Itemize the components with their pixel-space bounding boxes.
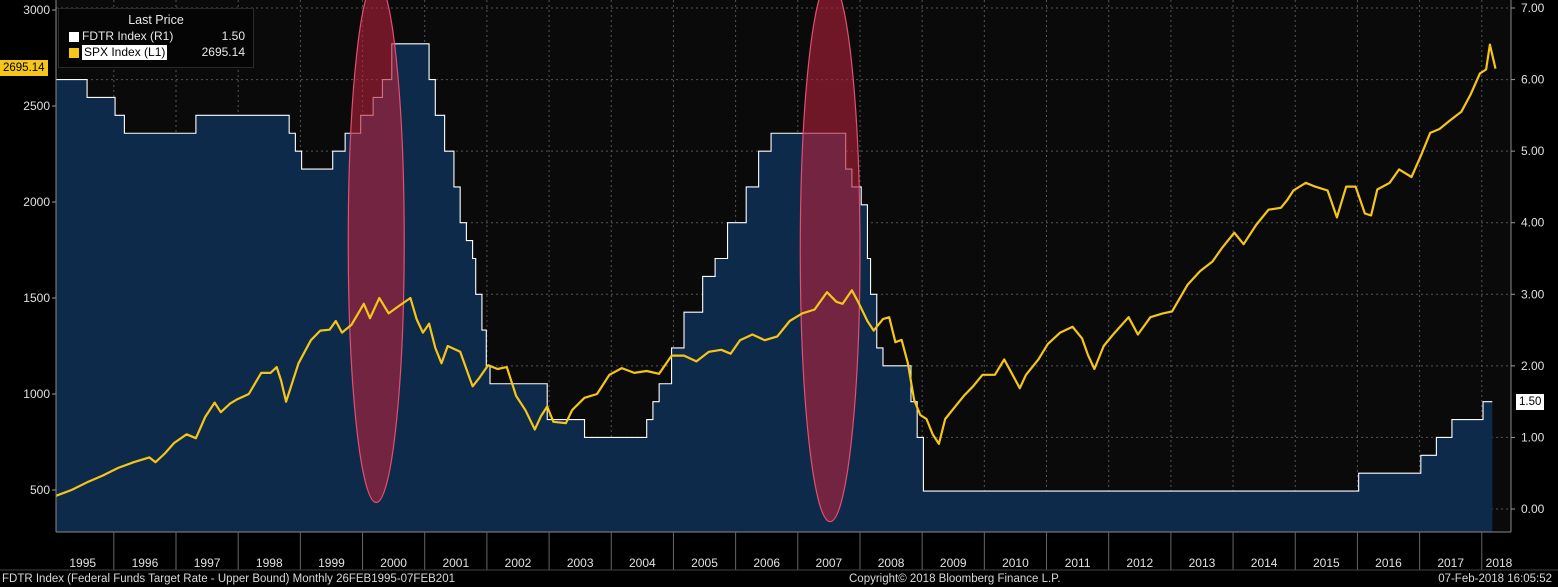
right-tick-label: 5.00	[1521, 144, 1545, 158]
x-tick-label: 2017	[1437, 556, 1464, 570]
spx-series-line	[55, 43, 1497, 497]
legend-value-fdtr: 1.50	[221, 29, 245, 43]
x-tick-label: 2001	[442, 556, 469, 570]
right-tick-label: 3.00	[1521, 287, 1545, 301]
legend-value-spx: 2695.14	[201, 45, 245, 59]
right-tick-label: 7.00	[1521, 1, 1545, 15]
recession-highlights	[347, 0, 861, 523]
x-tick-label: 2009	[940, 556, 967, 570]
legend-swatch-spx	[69, 47, 79, 58]
right-tick-label: 4.00	[1521, 216, 1545, 230]
x-tick-label: 2003	[567, 556, 594, 570]
footer-copyright: Copyright© 2018 Bloomberg Finance L.P.	[849, 573, 1061, 585]
fdtr-last-value-badge: 1.50	[1516, 394, 1545, 410]
fdtr-area	[56, 43, 1493, 533]
legend-swatch-fdtr	[69, 31, 79, 42]
x-tick-label: 2000	[380, 556, 407, 570]
axes: 3000 2500 2000 1500 1000 500 7.00 6.00 5.00 4.00 3…	[0, 0, 1558, 571]
fdtr-step-line	[56, 43, 1493, 492]
x-tick-label: 2006	[753, 556, 780, 570]
spx-last-value-badge: 2695.14	[0, 60, 48, 76]
left-tick-label: 500	[30, 483, 50, 497]
x-tick-label: 1996	[132, 556, 159, 570]
x-tick-label: 2018	[1486, 556, 1513, 570]
right-tick-label: 6.00	[1521, 73, 1545, 87]
highlight-ellipse-2	[799, 0, 861, 523]
x-tick-label: 2011	[1065, 556, 1091, 570]
right-tick-label: 2.00	[1521, 359, 1545, 373]
legend-name-spx: SPX Index (L1)	[82, 45, 168, 60]
legend-name-fdtr: FDTR Index (R1)	[82, 29, 174, 43]
left-tick-label: 2500	[23, 99, 50, 113]
legend-item-spx[interactable]: SPX Index (L1) 2695.14	[69, 45, 245, 60]
x-tick-label: 2015	[1313, 556, 1340, 570]
left-tick-label: 1000	[23, 387, 50, 401]
left-tick-label: 3000	[23, 3, 50, 17]
x-tick-label: 1997	[194, 556, 221, 570]
footer-timestamp: 07-Feb-2018 16:05:52	[1438, 573, 1552, 585]
highlight-ellipse-1	[347, 0, 405, 504]
x-tick-label: 2004	[629, 556, 656, 570]
x-tick-label: 2013	[1189, 556, 1216, 570]
x-tick-label: 2008	[878, 556, 905, 570]
right-tick-label: 1.00	[1521, 430, 1545, 444]
x-tick-label: 2016	[1375, 556, 1402, 570]
x-tick-label: 2005	[691, 556, 718, 570]
x-tick-label: 2002	[505, 556, 532, 570]
x-tick-label: 1998	[256, 556, 283, 570]
legend: Last Price FDTR Index (R1) 1.50 SPX Inde…	[58, 8, 254, 68]
left-tick-label: 1500	[23, 291, 50, 305]
footer-series-description: FDTR Index (Federal Funds Target Rate - …	[2, 573, 455, 585]
fdtr-area-fill	[56, 43, 1493, 533]
x-tick-label: 2007	[816, 556, 843, 570]
spx-line	[55, 43, 1497, 497]
x-tick-label: 2014	[1251, 556, 1278, 570]
x-tick-label: 1995	[69, 556, 96, 570]
legend-header: Last Price	[128, 13, 184, 27]
x-tick-label: 2010	[1002, 556, 1029, 570]
legend-item-fdtr[interactable]: FDTR Index (R1) 1.50	[69, 29, 245, 44]
x-tick-label: 2012	[1126, 556, 1153, 570]
right-tick-label: 0.00	[1521, 502, 1545, 516]
left-tick-label: 2000	[23, 195, 50, 209]
x-tick-label: 1999	[318, 556, 345, 570]
